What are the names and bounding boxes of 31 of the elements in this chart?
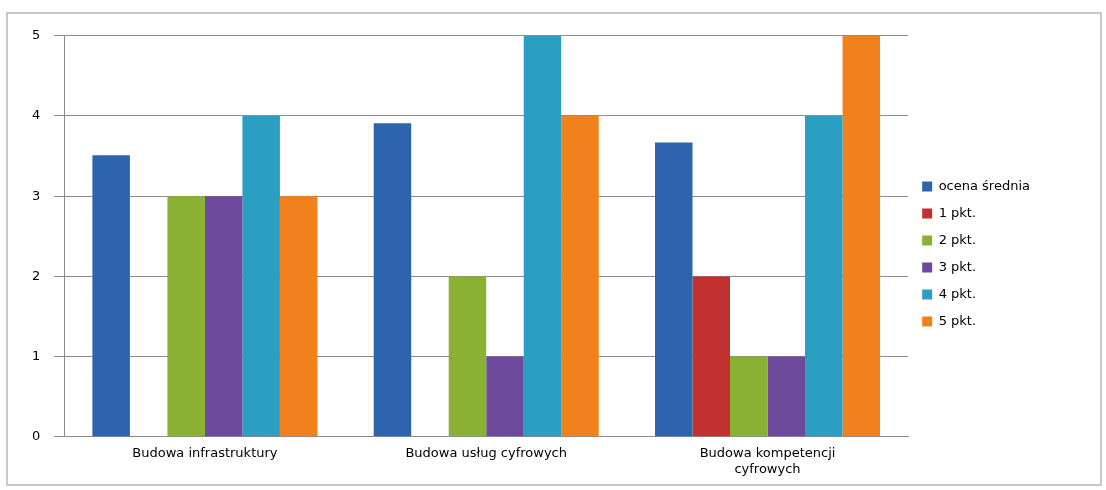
bar (373, 123, 412, 437)
bar (655, 142, 693, 437)
bar (523, 35, 562, 437)
bar (204, 196, 243, 437)
legend-label: 5 pkt. (938, 312, 977, 328)
bar (767, 356, 806, 437)
bar (448, 276, 487, 437)
bar (486, 356, 524, 437)
bar (561, 116, 599, 437)
x-tick-label: Budowa kompetencji cyfrowych (699, 444, 836, 476)
y-tick-label: 1 (31, 347, 41, 363)
bar (805, 116, 843, 437)
y-tick-label: 2 (31, 267, 41, 283)
x-tick-label: Budowa infrastruktury (132, 444, 278, 460)
legend-label: 3 pkt. (938, 258, 977, 274)
bar (242, 116, 280, 437)
legend-label: 4 pkt. (938, 285, 977, 301)
bar (279, 196, 318, 437)
y-tick-label: 0 (31, 428, 41, 444)
bar (842, 35, 881, 437)
x-tick-label: Budowa usług cyfrowych (405, 444, 568, 460)
bar (167, 196, 205, 437)
bar (692, 276, 731, 437)
legend-label: 1 pkt. (938, 204, 977, 220)
bar (730, 356, 768, 437)
legend-label: 2 pkt. (938, 231, 977, 247)
y-tick-label: 5 (31, 27, 41, 43)
legend-label: ocena średnia (938, 177, 1031, 193)
y-tick-label: 3 (31, 187, 41, 203)
y-tick-label: 4 (31, 107, 41, 123)
bar (92, 155, 130, 437)
